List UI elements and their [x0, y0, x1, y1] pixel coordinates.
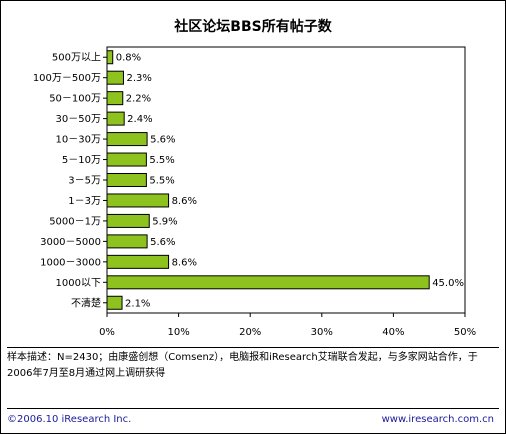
data-label: 2.1% — [125, 298, 150, 309]
y-tick-label: 5000－1万 — [49, 216, 101, 227]
bar — [106, 234, 148, 249]
data-label: 5.6% — [150, 237, 175, 248]
data-label: 5.9% — [152, 216, 177, 227]
y-tick-label: 1000以下 — [56, 278, 101, 289]
bar — [106, 91, 124, 106]
bar — [106, 173, 147, 187]
data-label: 2.4% — [127, 114, 152, 125]
y-tick-label: 100万－500万 — [33, 73, 101, 84]
y-tick-label: 3000－5000 — [40, 237, 101, 248]
x-tick-label: 20% — [239, 327, 261, 338]
note-top-divider — [7, 347, 499, 348]
x-tick-label: 30% — [311, 327, 333, 338]
bar — [106, 111, 125, 126]
data-label: 5.6% — [150, 135, 175, 146]
y-tick-label: 不清楚 — [71, 296, 101, 309]
bar — [106, 152, 147, 167]
copyright-text: ©2006.10 iResearch Inc. — [7, 414, 132, 425]
bar — [106, 295, 123, 310]
y-tick-label: 500万以上 — [52, 52, 101, 64]
website-link[interactable]: www.iresearch.com.cn — [381, 414, 494, 425]
y-tick-label: 50－100万 — [49, 94, 101, 105]
sample-note: 样本描述：N=2430；由康盛创想（Comsenz），电脑报和iResearch… — [7, 352, 478, 379]
y-tick-label: 10－30万 — [56, 135, 101, 146]
data-label: 2.3% — [126, 73, 151, 84]
bar — [106, 213, 150, 228]
y-tick-label: 30－50万 — [56, 114, 101, 125]
bar — [106, 70, 124, 85]
chart-title: 社区论坛BBS所有帖子数 — [174, 19, 332, 35]
data-label: 8.6% — [172, 196, 197, 207]
bar — [106, 275, 430, 290]
data-label: 8.6% — [172, 257, 197, 268]
bar — [106, 193, 170, 208]
data-label: 5.5% — [149, 155, 174, 166]
y-tick-label: 3－5万 — [68, 176, 101, 187]
data-label: 5.5% — [149, 176, 174, 187]
bar — [106, 132, 148, 147]
footer-divider — [7, 408, 499, 409]
bar — [106, 50, 114, 65]
x-tick-label: 0% — [99, 327, 115, 338]
y-tick-label: 5－10万 — [62, 155, 101, 166]
bar — [106, 254, 170, 269]
data-label: 45.0% — [432, 278, 464, 289]
x-tick-label: 50% — [454, 327, 476, 338]
y-tick-label: 1－3万 — [68, 196, 101, 207]
x-tick-label: 40% — [382, 327, 404, 338]
data-label: 2.2% — [126, 94, 151, 105]
y-tick-label: 1000－3000 — [40, 257, 101, 268]
data-label: 0.8% — [116, 53, 141, 64]
x-tick-label: 10% — [167, 327, 189, 338]
